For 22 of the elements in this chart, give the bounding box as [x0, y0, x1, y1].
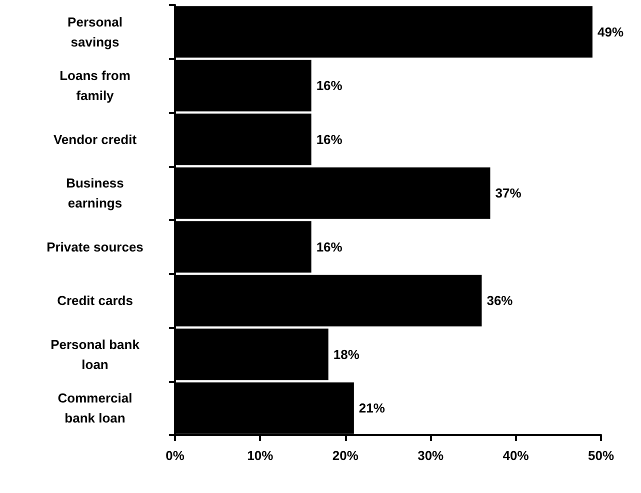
y-tick-label: Vendor credit: [53, 132, 138, 147]
y-tick-label: Commercial bank loan: [58, 390, 132, 426]
data-label: 49%: [597, 24, 624, 40]
x-tick-label: 20%: [332, 448, 359, 463]
y-tick-label: Personal bank loan: [50, 336, 140, 372]
x-tick-label: 10%: [247, 448, 274, 463]
y-tick-label: Credit cards: [57, 293, 133, 308]
data-label: 16%: [316, 78, 343, 94]
y-tick-label: Loans from family: [60, 68, 130, 104]
x-tick-label: 30%: [418, 448, 444, 463]
y-tick-label: Business earnings: [66, 176, 124, 211]
data-label: 21%: [358, 400, 386, 416]
x-tick-label: 40%: [502, 448, 530, 463]
data-label: 18%: [333, 346, 360, 362]
data-label: 16%: [316, 132, 343, 147]
y-tick-label: Private sources: [46, 239, 144, 254]
x-tick-label: 0%: [166, 448, 185, 463]
x-tick-label: 50%: [588, 448, 614, 463]
y-tick-label: Personal savings: [68, 14, 122, 50]
data-label: 36%: [486, 293, 514, 308]
data-label: 37%: [495, 186, 522, 201]
data-label: 16%: [316, 239, 343, 254]
